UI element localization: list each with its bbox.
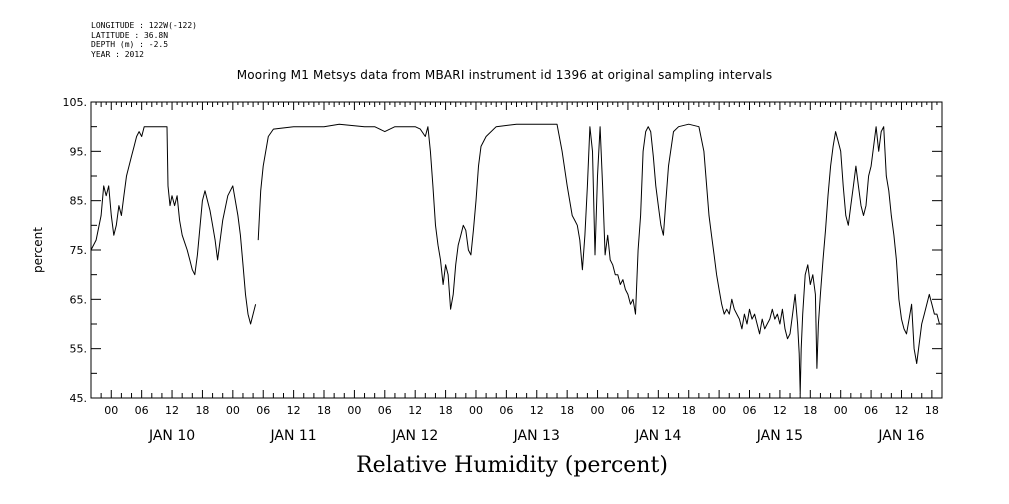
x-hour-label: 06	[743, 404, 757, 417]
x-hour-label: 18	[803, 404, 817, 417]
x-axis-label: Relative Humidity (percent)	[356, 453, 668, 478]
y-tick-label: 85.	[70, 195, 88, 208]
x-hour-label: 00	[469, 404, 483, 417]
x-day-label: JAN 12	[391, 428, 438, 444]
y-tick-label: 45.	[70, 392, 88, 405]
y-tick-label: 95.	[70, 145, 88, 158]
x-day-label: JAN 10	[148, 428, 195, 444]
x-hour-label: 12	[651, 404, 665, 417]
x-hour-label: 06	[256, 404, 270, 417]
x-day-label: JAN 14	[634, 428, 681, 444]
x-hour-label: 18	[317, 404, 331, 417]
x-hour-label: 00	[226, 404, 240, 417]
x-hour-label: 06	[621, 404, 635, 417]
x-hour-label: 12	[894, 404, 908, 417]
x-hour-label: 00	[347, 404, 361, 417]
y-tick-label: 105.	[63, 96, 88, 109]
year-text: YEAR : 2012	[91, 49, 144, 59]
y-tick-label: 55.	[70, 343, 88, 356]
x-hour-label: 18	[925, 404, 939, 417]
chart-title: Mooring M1 Metsys data from MBARI instru…	[236, 68, 773, 82]
x-hour-label: 18	[439, 404, 453, 417]
y-axis-label: percent	[31, 227, 45, 273]
x-hour-label: 00	[712, 404, 726, 417]
latitude-text: LATITUDE : 36.8N	[91, 30, 169, 40]
x-hour-label: 12	[287, 404, 301, 417]
x-hour-label: 12	[530, 404, 544, 417]
x-hour-label: 00	[591, 404, 605, 417]
x-hour-label: 18	[682, 404, 696, 417]
x-hour-label: 12	[165, 404, 179, 417]
humidity-series-line	[257, 123, 940, 394]
x-hour-label: 06	[864, 404, 878, 417]
longitude-text: LONGITUDE : 122W(-122)	[91, 21, 197, 30]
x-day-label: JAN 15	[756, 428, 803, 444]
x-day-label: JAN 13	[513, 428, 560, 444]
x-hour-label: 00	[834, 404, 848, 417]
x-hour-label: 18	[195, 404, 209, 417]
x-hour-label: 06	[135, 404, 149, 417]
metadata-block: LONGITUDE : 122W(-122) LATITUDE : 36.8N …	[91, 21, 197, 59]
x-hour-label: 18	[560, 404, 574, 417]
y-tick-label: 75.	[70, 244, 88, 257]
x-day-label: JAN 16	[877, 428, 924, 444]
x-hour-label: 00	[104, 404, 118, 417]
x-hour-label: 06	[499, 404, 513, 417]
y-tick-label: 65.	[70, 293, 88, 306]
x-hour-label: 12	[773, 404, 787, 417]
x-day-label: JAN 11	[270, 428, 317, 444]
x-hour-label: 06	[378, 404, 392, 417]
humidity-series-line	[90, 126, 257, 325]
x-hour-label: 12	[408, 404, 422, 417]
depth-text: DEPTH (m) : -2.5	[91, 40, 169, 49]
